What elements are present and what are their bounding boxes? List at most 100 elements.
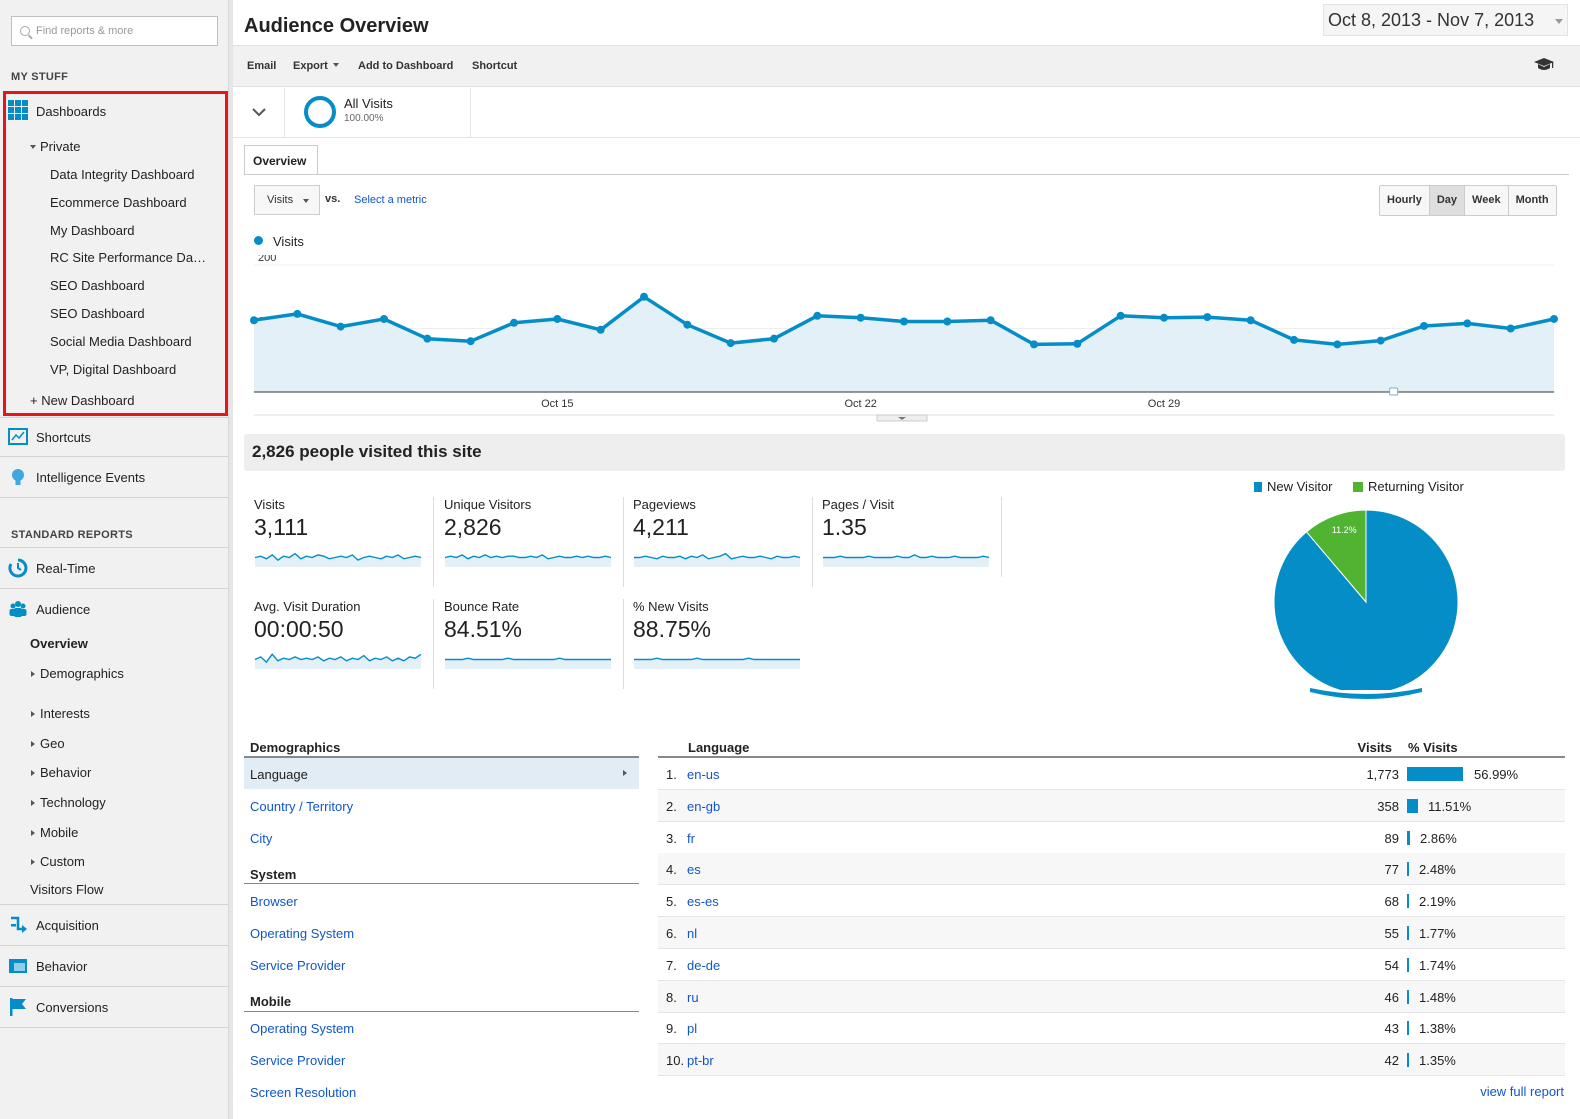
data-point[interactable]	[423, 334, 432, 343]
data-point[interactable]	[596, 325, 605, 334]
dashboard-item[interactable]: Ecommerce Dashboard	[50, 195, 187, 210]
mobile-resolution-link[interactable]: Screen Resolution	[250, 1085, 357, 1100]
data-point[interactable]	[1376, 336, 1385, 345]
data-point[interactable]	[1073, 339, 1082, 348]
data-point[interactable]	[1506, 324, 1515, 333]
mobile-provider-link[interactable]: Service Provider	[250, 1053, 346, 1068]
metric-card[interactable]: Pages / Visit 1.35	[822, 497, 1002, 569]
data-point[interactable]	[466, 337, 475, 346]
nav-realtime[interactable]: Real-Time	[0, 557, 228, 579]
demo-country-link[interactable]: Country / Territory	[250, 799, 354, 814]
row-language-link[interactable]: nl	[687, 926, 698, 941]
dashboard-item[interactable]: Social Media Dashboard	[50, 334, 192, 349]
dashboard-item[interactable]: VP, Digital Dashboard	[50, 362, 177, 377]
nav-technology[interactable]: Technology	[31, 795, 106, 810]
nav-audience[interactable]: Audience	[0, 598, 228, 620]
nav-intelligence-events[interactable]: Intelligence Events	[0, 466, 228, 488]
nav-interests[interactable]: Interests	[31, 706, 90, 721]
shortcut-button[interactable]: Shortcut	[472, 60, 518, 72]
system-browser-link[interactable]: Browser	[250, 894, 298, 909]
metric-card[interactable]: Unique Visitors 2,826	[444, 497, 624, 569]
dashboard-item[interactable]: My Dashboard	[50, 223, 135, 238]
data-point[interactable]	[1420, 321, 1428, 330]
metric-card[interactable]: % New Visits 88.75%	[633, 599, 813, 671]
data-point[interactable]	[1463, 319, 1472, 328]
nav-behavior-sub[interactable]: Behavior	[31, 765, 91, 780]
data-point[interactable]	[770, 334, 778, 343]
row-language-link[interactable]: de-de	[687, 957, 721, 973]
data-point[interactable]	[1246, 316, 1255, 325]
dashboard-item[interactable]: Data Integrity Dashboard	[50, 167, 195, 182]
nav-demographics[interactable]: Demographics	[31, 666, 124, 681]
row-language-link[interactable]: ru	[687, 989, 699, 1005]
nav-custom[interactable]: Custom	[31, 854, 85, 869]
data-point[interactable]	[726, 339, 735, 348]
nav-overview[interactable]: Overview	[30, 636, 88, 651]
metric-card[interactable]: Bounce Rate 84.51%	[444, 599, 624, 671]
data-point[interactable]	[1030, 340, 1038, 349]
metric-select[interactable]: Visits	[254, 185, 320, 215]
tab-overview[interactable]: Overview	[244, 145, 318, 175]
row-language-link[interactable]: es-es	[687, 894, 719, 910]
metric-card[interactable]: Avg. Visit Duration 00:00:50	[254, 599, 434, 671]
nav-mobile[interactable]: Mobile	[31, 825, 78, 840]
mobile-os-link[interactable]: Operating System	[250, 1021, 355, 1036]
data-point[interactable]	[380, 314, 388, 323]
data-point[interactable]	[1333, 340, 1342, 349]
add-to-dashboard-button[interactable]: Add to Dashboard	[358, 60, 454, 72]
data-point[interactable]	[943, 317, 952, 326]
row-language-link[interactable]: es	[687, 862, 701, 878]
data-point[interactable]	[900, 317, 908, 326]
data-point[interactable]	[1203, 313, 1212, 322]
data-point[interactable]	[553, 314, 562, 323]
select-metric-link[interactable]: Select a metric	[354, 194, 427, 206]
data-point[interactable]	[1116, 311, 1125, 320]
view-full-report-link[interactable]: view full report	[1480, 1084, 1564, 1099]
data-point[interactable]	[986, 316, 995, 325]
week-button[interactable]: Week	[1465, 186, 1509, 215]
row-language-link[interactable]: en-us	[687, 767, 720, 782]
data-point[interactable]	[1550, 314, 1558, 323]
row-language-link[interactable]: pt-br	[687, 1053, 714, 1069]
search-input[interactable]: Find reports & more	[11, 16, 218, 46]
graduation-cap-icon[interactable]	[1534, 57, 1554, 73]
email-button[interactable]: Email	[247, 60, 277, 72]
data-point[interactable]	[813, 311, 822, 320]
system-os-link[interactable]: Operating System	[250, 926, 355, 941]
hourly-button[interactable]: Hourly	[1380, 186, 1430, 215]
row-language-link[interactable]: fr	[687, 830, 695, 846]
annotation-marker[interactable]	[1389, 387, 1399, 396]
metric-card[interactable]: Pageviews 4,211	[633, 497, 813, 569]
nav-dashboards[interactable]: Dashboards	[0, 99, 228, 123]
data-point[interactable]	[1290, 335, 1298, 344]
data-point[interactable]	[510, 318, 518, 327]
demo-city-link[interactable]: City	[250, 831, 273, 846]
dashboard-item[interactable]: RC Site Performance Da…	[50, 250, 207, 265]
row-language-link[interactable]: pl	[687, 1021, 698, 1037]
private-folder[interactable]: Private	[30, 139, 80, 154]
data-point[interactable]	[683, 320, 692, 329]
system-provider-link[interactable]: Service Provider	[250, 958, 346, 973]
data-point[interactable]	[640, 292, 648, 301]
dashboard-item[interactable]: SEO Dashboard	[50, 306, 145, 321]
pie-slice[interactable]	[1273, 509, 1459, 695]
data-point[interactable]	[293, 309, 302, 318]
dashboard-item[interactable]: SEO Dashboard	[50, 278, 145, 293]
data-point[interactable]	[1160, 313, 1168, 322]
pie-slice[interactable]	[1305, 509, 1367, 604]
segment-all-visits[interactable]: All Visits 100.00%	[285, 88, 471, 138]
nav-acquisition[interactable]: Acquisition	[0, 914, 228, 936]
nav-shortcuts[interactable]: Shortcuts	[0, 426, 228, 448]
data-point[interactable]	[250, 316, 258, 325]
nav-visitors-flow[interactable]: Visitors Flow	[30, 882, 104, 897]
segment-toggle[interactable]	[233, 88, 285, 138]
row-language-link[interactable]: en-gb	[687, 798, 721, 814]
nav-conversions[interactable]: Conversions	[0, 996, 228, 1018]
export-button[interactable]: Export	[293, 60, 343, 72]
day-button[interactable]: Day	[1429, 186, 1466, 215]
metric-card[interactable]: Visits 3,111	[254, 497, 434, 569]
new-dashboard-link[interactable]: + New Dashboard	[30, 393, 135, 408]
demographics-language-selected[interactable]: Language	[244, 758, 639, 789]
nav-geo[interactable]: Geo	[31, 736, 65, 751]
data-point[interactable]	[336, 322, 345, 331]
